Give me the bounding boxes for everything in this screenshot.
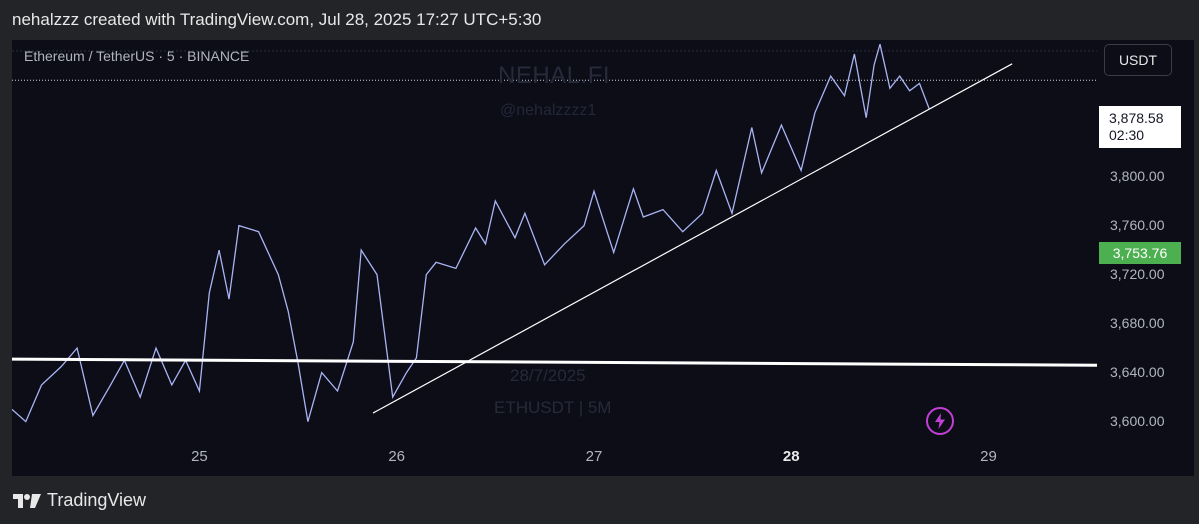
x-tick-label: 29	[980, 448, 997, 465]
x-tick-label: 27	[585, 448, 603, 465]
chart-credit-header: nehalzzz created with TradingView.com, J…	[12, 10, 542, 29]
x-tick-label: 26	[388, 448, 406, 465]
last-price-tag: 3,878.58 02:30	[1099, 106, 1181, 148]
bar-countdown: 02:30	[1109, 127, 1145, 143]
chart-pane[interactable]: Ethereum / TetherUS · 5 · BINANCE NEHAL.…	[12, 40, 1194, 476]
y-tick-label: 3,800.00	[1110, 167, 1165, 184]
price-label-green: 3,753.76	[1099, 242, 1181, 264]
y-tick-label: 3,600.00	[1110, 412, 1165, 429]
footer-brand-name: TradingView	[47, 490, 147, 510]
lightning-bolt-glyph	[935, 413, 945, 429]
horizontal-support-line	[12, 357, 1098, 367]
rising-trendline	[372, 63, 1013, 414]
last-price-value: 3,878.58	[1109, 110, 1164, 126]
symbol-description: Ethereum / TetherUS · 5 · BINANCE	[24, 48, 250, 64]
watermark-date: 28/7/2025	[510, 366, 586, 385]
y-tick-label: 3,680.00	[1110, 314, 1165, 331]
x-tick-label: 25	[191, 448, 208, 465]
y-tick-label: 3,720.00	[1110, 265, 1165, 282]
footer: TradingView	[13, 490, 146, 511]
y-tick-label: 3,760.00	[1110, 216, 1165, 233]
price-series-line	[12, 44, 930, 423]
x-tick-label: 28	[782, 448, 800, 465]
watermark-symbol: ETHUSDT | 5M	[494, 398, 612, 417]
currency-button[interactable]: USDT	[1104, 44, 1172, 76]
y-tick-label: 3,640.00	[1110, 363, 1165, 380]
lightning-bolt-icon[interactable]	[926, 407, 954, 435]
watermark-title: NEHAL.FI	[498, 62, 611, 89]
price-chart[interactable]	[12, 40, 1194, 476]
watermark-handle: @nehalzzzz1	[500, 102, 597, 119]
tradingview-logo-icon	[13, 493, 41, 508]
